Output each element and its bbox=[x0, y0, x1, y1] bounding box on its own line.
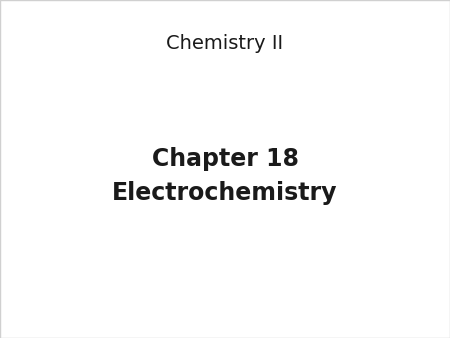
Text: Chapter 18
Electrochemistry: Chapter 18 Electrochemistry bbox=[112, 147, 338, 204]
Text: Chemistry II: Chemistry II bbox=[166, 34, 284, 53]
